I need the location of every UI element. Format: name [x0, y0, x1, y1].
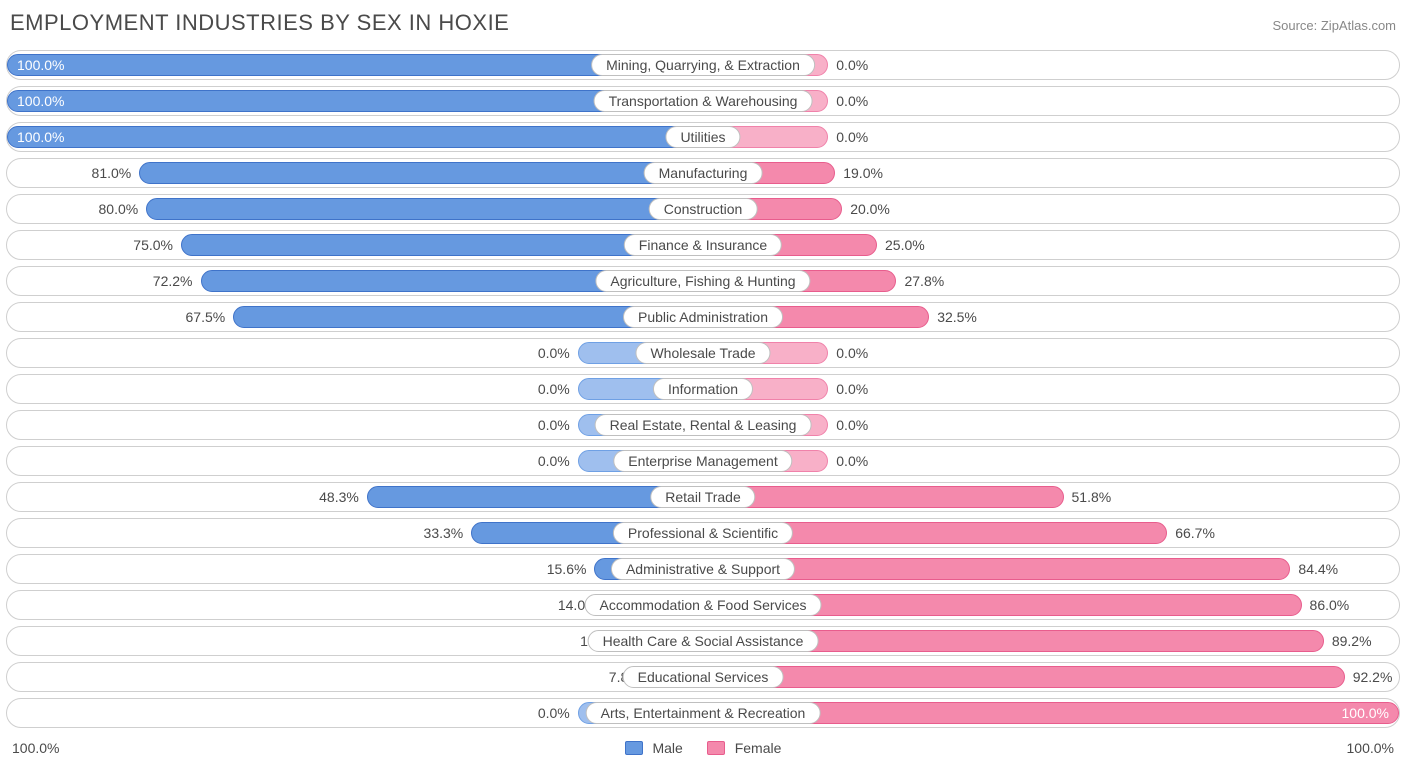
bar-row: 72.2% 27.8% Agriculture, Fishing & Hunting [6, 266, 1400, 296]
female-pct-label: 51.8% [1072, 483, 1112, 511]
male-pct-label: 48.3% [319, 483, 359, 511]
category-label: Administrative & Support [611, 558, 795, 580]
bar-row: 7.8%92.2%Educational Services [6, 662, 1400, 692]
bar-row: 100.0% 0.0% Mining, Quarrying, & Extractio… [6, 50, 1400, 80]
bar-row: 0.0% 100.0% Arts, Entertainment & Recreati… [6, 698, 1400, 728]
bar-row: 0.0% 0.0% Wholesale Trade [6, 338, 1400, 368]
male-pct-label: 0.0% [538, 339, 570, 367]
bar-row: 75.0% 25.0% Finance & Insurance [6, 230, 1400, 260]
female-pct-label: 25.0% [885, 231, 925, 259]
male-pct-label: 33.3% [424, 519, 464, 547]
legend-male: Male [625, 740, 683, 756]
male-pct-label: 100.0% [17, 87, 64, 115]
bar-row: 33.3% 66.7% Professional & Scientific [6, 518, 1400, 548]
bar-row: 48.3% 51.8% Retail Trade [6, 482, 1400, 512]
chart-header: EMPLOYMENT INDUSTRIES BY SEX IN HOXIE So… [6, 10, 1400, 50]
male-pct-label: 100.0% [17, 123, 64, 151]
axis-left-label: 100.0% [12, 740, 59, 756]
female-pct-label: 27.8% [904, 267, 944, 295]
male-pct-label: 100.0% [17, 51, 64, 79]
category-label: Manufacturing [644, 162, 763, 184]
bar-row: 10.8%89.2%Health Care & Social Assistanc… [6, 626, 1400, 656]
female-pct-label: 0.0% [836, 87, 868, 115]
chart-source: Source: ZipAtlas.com [1272, 18, 1396, 33]
legend-male-label: Male [652, 740, 682, 756]
female-pct-label: 0.0% [836, 375, 868, 403]
category-label: Information [653, 378, 753, 400]
male-pct-label: 0.0% [538, 699, 570, 727]
bar-row: 15.6% 84.4% Administrative & Support [6, 554, 1400, 584]
female-bar [703, 666, 1345, 688]
category-label: Health Care & Social Assistance [588, 630, 819, 652]
category-label: Public Administration [623, 306, 783, 328]
category-label: Enterprise Management [613, 450, 792, 472]
male-pct-label: 0.0% [538, 411, 570, 439]
legend-female-swatch [707, 741, 725, 755]
female-pct-label: 0.0% [836, 447, 868, 475]
bar-row: 100.0% 0.0% Utilities [6, 122, 1400, 152]
female-pct-label: 92.2% [1353, 663, 1393, 691]
category-label: Mining, Quarrying, & Extraction [591, 54, 815, 76]
diverging-bar-chart: 100.0% 0.0% Mining, Quarrying, & Extractio… [6, 50, 1400, 728]
legend-male-swatch [625, 741, 643, 755]
bar-row: 80.0% 20.0% Construction [6, 194, 1400, 224]
female-pct-label: 0.0% [836, 339, 868, 367]
bar-row: 0.0% 0.0% Information [6, 374, 1400, 404]
male-pct-label: 75.0% [133, 231, 173, 259]
female-pct-label: 32.5% [937, 303, 977, 331]
female-pct-label: 0.0% [836, 51, 868, 79]
female-pct-label: 20.0% [850, 195, 890, 223]
category-label: Accommodation & Food Services [585, 594, 822, 616]
bar-row: 0.0% 0.0% Real Estate, Rental & Leasing [6, 410, 1400, 440]
category-label: Agriculture, Fishing & Hunting [595, 270, 810, 292]
category-label: Utilities [665, 126, 740, 148]
female-pct-label: 100.0% [1342, 699, 1389, 727]
female-pct-label: 0.0% [836, 411, 868, 439]
male-bar [139, 162, 703, 184]
female-pct-label: 0.0% [836, 123, 868, 151]
male-pct-label: 67.5% [186, 303, 226, 331]
female-pct-label: 89.2% [1332, 627, 1372, 655]
bar-row: 67.5% 32.5% Public Administration [6, 302, 1400, 332]
bar-row: 100.0% 0.0% Transportation & Warehousing [6, 86, 1400, 116]
chart-axis: 100.0% Male Female 100.0% [6, 734, 1400, 756]
bar-row: 14.0%86.0%Accommodation & Food Services [6, 590, 1400, 620]
male-pct-label: 72.2% [153, 267, 193, 295]
category-label: Arts, Entertainment & Recreation [586, 702, 821, 724]
category-label: Construction [649, 198, 758, 220]
female-pct-label: 84.4% [1298, 555, 1338, 583]
legend-female: Female [707, 740, 782, 756]
category-label: Transportation & Warehousing [594, 90, 813, 112]
category-label: Educational Services [623, 666, 784, 688]
female-pct-label: 66.7% [1175, 519, 1215, 547]
female-pct-label: 19.0% [843, 159, 883, 187]
chart-title: EMPLOYMENT INDUSTRIES BY SEX IN HOXIE [10, 10, 509, 36]
male-pct-label: 0.0% [538, 375, 570, 403]
male-pct-label: 15.6% [547, 555, 587, 583]
category-label: Wholesale Trade [635, 342, 770, 364]
category-label: Real Estate, Rental & Leasing [595, 414, 812, 436]
bar-row: 0.0% 0.0% Enterprise Management [6, 446, 1400, 476]
category-label: Professional & Scientific [613, 522, 793, 544]
legend-female-label: Female [735, 740, 782, 756]
male-pct-label: 81.0% [92, 159, 132, 187]
category-label: Retail Trade [650, 486, 755, 508]
axis-right-label: 100.0% [1347, 740, 1394, 756]
category-label: Finance & Insurance [624, 234, 782, 256]
female-pct-label: 86.0% [1310, 591, 1350, 619]
chart-legend: Male Female [625, 740, 782, 756]
male-pct-label: 0.0% [538, 447, 570, 475]
male-bar [7, 126, 703, 148]
female-bar [703, 486, 1064, 508]
male-bar [146, 198, 703, 220]
male-pct-label: 80.0% [99, 195, 139, 223]
bar-row: 81.0% 19.0% Manufacturing [6, 158, 1400, 188]
